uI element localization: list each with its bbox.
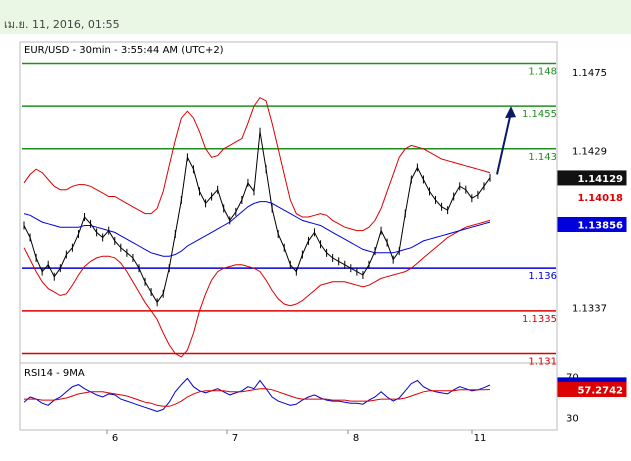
- price-tag-1-bg: [557, 189, 627, 205]
- price-axis-tick-0: 1.1475: [572, 68, 607, 79]
- price-tag-1-text: 1.14018: [577, 193, 623, 204]
- price-tag-0-bg: [557, 170, 627, 186]
- bollinger-bands: [23, 96, 491, 358]
- level-label-0: 1.148: [528, 66, 557, 77]
- price-tag-2-bg: [557, 217, 627, 233]
- level-lines: 1.148 1.1455 1.143 1.136 1.1335 1.131: [22, 62, 557, 367]
- level-label-1: 1.1455: [522, 109, 557, 120]
- chart-title: EUR/USD - 30min - 3:55:44 AM (UTC+2): [24, 45, 224, 56]
- series-bollinger-upper: [23, 96, 491, 232]
- rsi-ma: [24, 388, 491, 407]
- rsi-label: RSI14 - 9MA: [24, 368, 85, 379]
- price-tag-0-text: 1.14129: [577, 174, 623, 185]
- rsi-tag-1-bg: [557, 381, 627, 397]
- x-tick-label-3: 11: [474, 433, 487, 444]
- top-date-bar: เม.ย. 11, 2016, 01:55: [0, 0, 631, 34]
- chart-frame: [19, 41, 558, 431]
- rsi-tag-1-text: 57.2742: [577, 385, 623, 396]
- forecast-arrow-line: [496, 111, 512, 175]
- level-label-3: 1.136: [528, 271, 557, 282]
- series-price: [23, 131, 491, 304]
- rsi-axis-tick-1: 30: [566, 414, 579, 425]
- level-label-5: 1.131: [528, 356, 557, 367]
- price-axis-tick-2: 1.1337: [572, 303, 607, 314]
- series-moving-average: [23, 201, 491, 257]
- forecast-arrow-group: [496, 106, 516, 175]
- price-axis-tick-1: 1.1429: [572, 146, 607, 157]
- price-series: [23, 127, 491, 307]
- rsi-rsi: [23, 377, 491, 413]
- date-label: เม.ย. 11, 2016, 01:55: [4, 18, 120, 31]
- x-tick-label-1: 7: [232, 433, 238, 444]
- series-bollinger-lower: [23, 219, 491, 358]
- rsi-series: [23, 377, 491, 413]
- x-tick-label-2: 8: [353, 433, 359, 444]
- x-tick-label-0: 6: [112, 433, 118, 444]
- level-label-2: 1.143: [528, 152, 557, 163]
- price-tag-2-text: 1.13856: [577, 221, 623, 232]
- forecast-arrow-head: [505, 106, 516, 119]
- level-label-4: 1.1335: [522, 314, 557, 325]
